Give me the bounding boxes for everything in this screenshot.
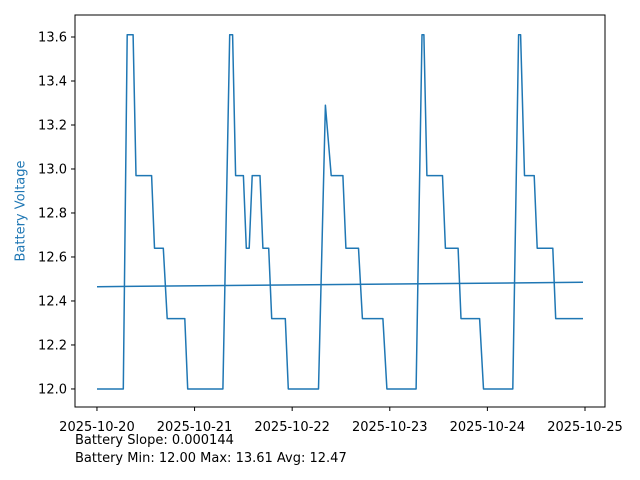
y-tick-label: 13.0 xyxy=(38,162,67,177)
plot-frame xyxy=(74,14,606,408)
x-tick-label: 2025-10-24 xyxy=(450,420,526,435)
battery-slope-text: Battery Slope: 0.000144 xyxy=(75,433,234,448)
y-tick-label: 13.2 xyxy=(38,118,67,133)
battery-voltage-line xyxy=(97,34,583,390)
y-tick-label: 13.4 xyxy=(38,74,67,89)
y-axis-label: Battery Voltage xyxy=(13,160,29,262)
trend-line xyxy=(96,281,584,288)
y-tick-label: 12.0 xyxy=(38,382,67,397)
y-tick-label: 12.6 xyxy=(38,250,67,265)
y-tick-label: 12.4 xyxy=(38,294,67,309)
y-tick-label: 12.2 xyxy=(38,338,67,353)
x-tick-label: 2025-10-25 xyxy=(547,420,623,435)
x-tick-label: 2025-10-21 xyxy=(157,420,233,435)
y-tick-label: 12.8 xyxy=(38,206,67,221)
y-tick-label: 13.6 xyxy=(38,30,67,45)
x-tick-label: 2025-10-23 xyxy=(352,420,428,435)
x-tick-label: 2025-10-20 xyxy=(59,420,135,435)
battery-stats-text: Battery Min: 12.00 Max: 13.61 Avg: 12.47 xyxy=(75,451,347,466)
x-tick-label: 2025-10-22 xyxy=(254,420,330,435)
